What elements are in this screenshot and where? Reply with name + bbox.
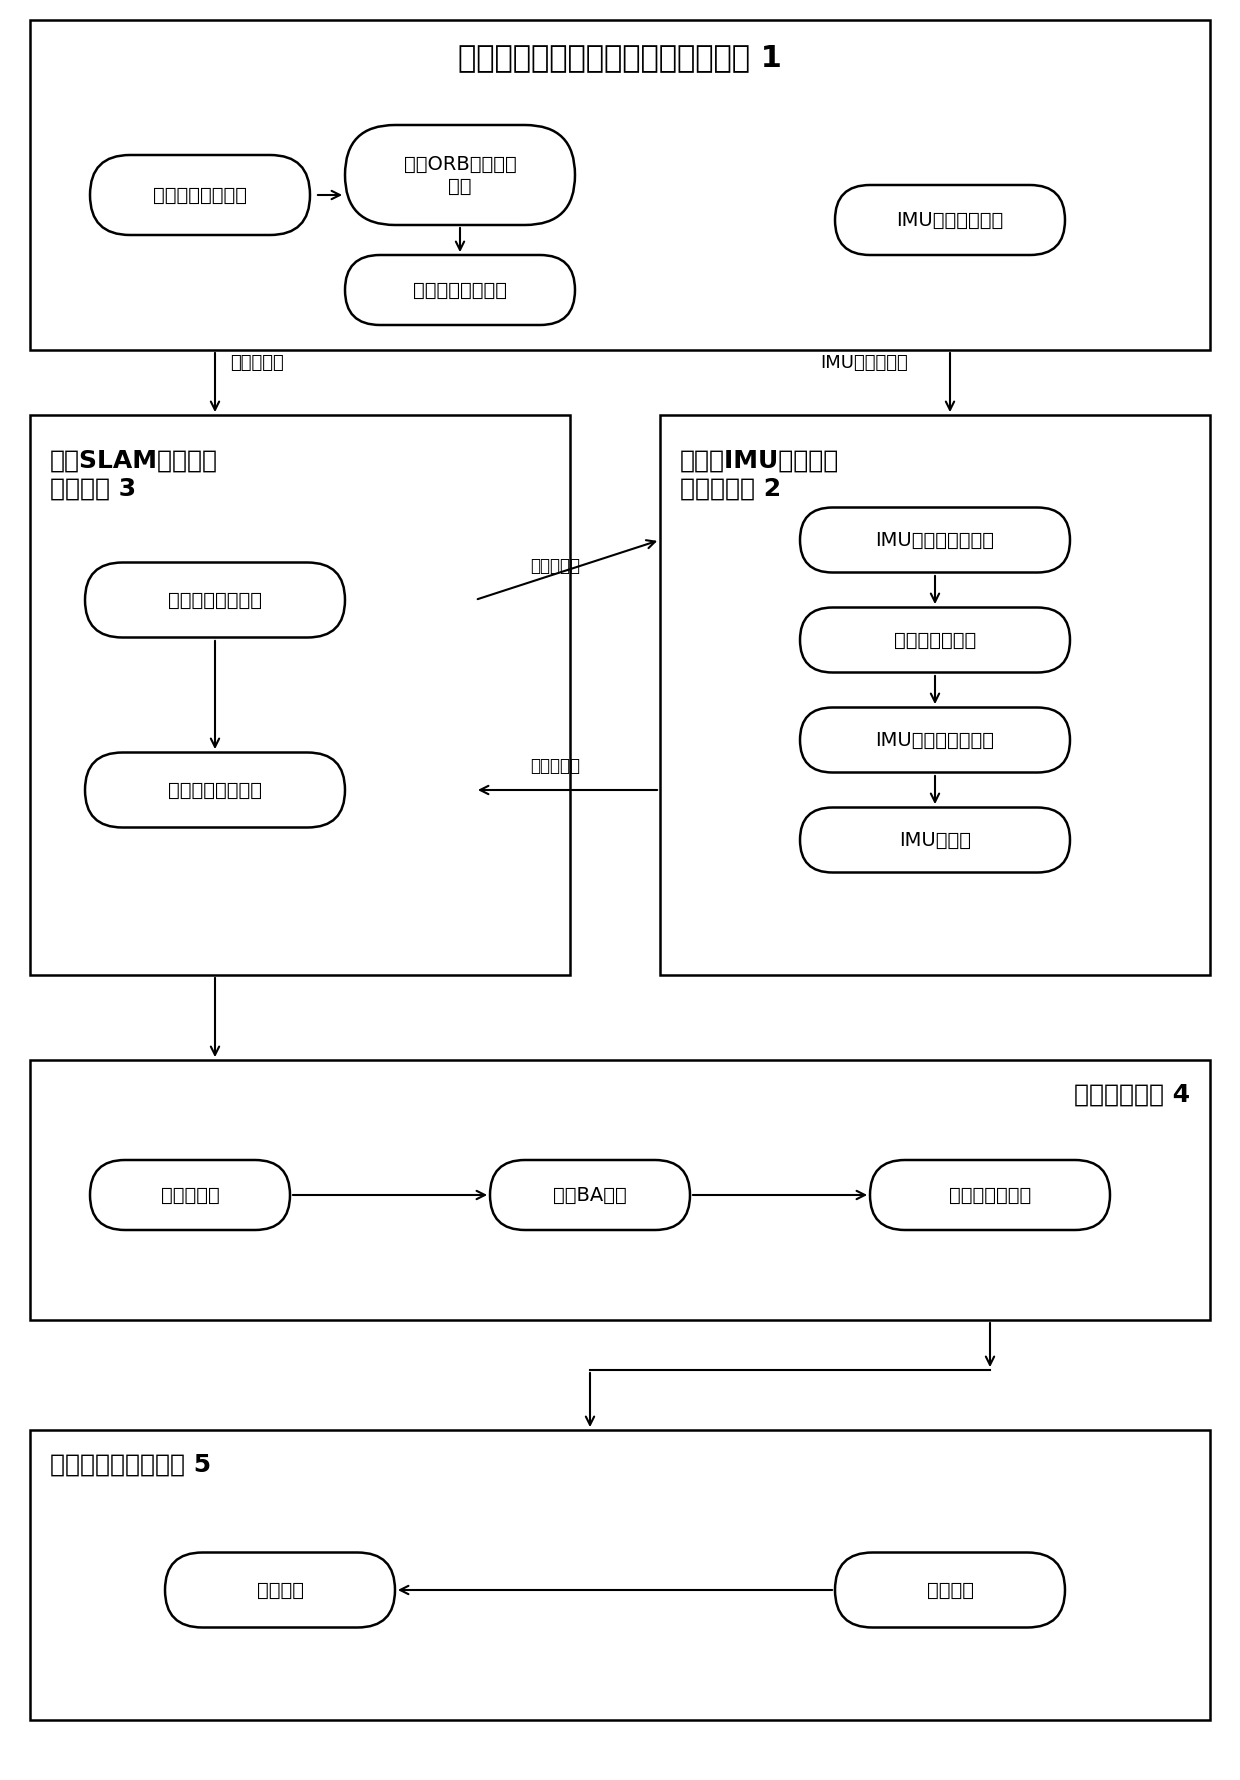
FancyBboxPatch shape xyxy=(165,1552,396,1627)
Text: 特征点信息: 特征点信息 xyxy=(229,354,284,372)
Text: 双目信息获取、特征提取与匹配模块 1: 双目信息获取、特征提取与匹配模块 1 xyxy=(458,43,782,73)
Text: 插入关键帧: 插入关键帧 xyxy=(161,1185,219,1205)
Text: 初始化成功: 初始化成功 xyxy=(529,756,580,774)
Bar xyxy=(30,1061,1210,1321)
FancyBboxPatch shape xyxy=(835,185,1065,255)
Text: 视觉SLAM初始化和
跟踪模块 3: 视觉SLAM初始化和 跟踪模块 3 xyxy=(50,449,218,500)
Text: 跟踪帧间运动模块: 跟踪帧间运动模块 xyxy=(167,591,262,609)
Text: 改进的IMU初始化及
其运动模块 2: 改进的IMU初始化及 其运动模块 2 xyxy=(680,449,839,500)
FancyBboxPatch shape xyxy=(91,155,310,235)
FancyBboxPatch shape xyxy=(490,1161,689,1230)
Text: 双目ORB特征提取
模块: 双目ORB特征提取 模块 xyxy=(404,155,516,196)
Text: 回环检测和优化模块 5: 回环检测和优化模块 5 xyxy=(50,1452,211,1477)
FancyBboxPatch shape xyxy=(345,255,575,326)
Text: IMU角速率偏差估计: IMU角速率偏差估计 xyxy=(875,530,994,550)
Text: IMU传感器信息: IMU传感器信息 xyxy=(820,354,908,372)
Text: 重力加速度预估: 重力加速度预估 xyxy=(894,630,976,650)
FancyBboxPatch shape xyxy=(870,1161,1110,1230)
FancyBboxPatch shape xyxy=(345,125,575,224)
FancyBboxPatch shape xyxy=(800,808,1070,872)
Text: IMU预积分: IMU预积分 xyxy=(899,831,971,849)
FancyBboxPatch shape xyxy=(800,607,1070,673)
Text: IMU信息采集模块: IMU信息采集模块 xyxy=(897,210,1003,230)
Text: 初始化信息: 初始化信息 xyxy=(529,557,580,575)
Bar xyxy=(30,415,570,975)
Text: 局部BA优化: 局部BA优化 xyxy=(553,1185,627,1205)
Text: 全局优化: 全局优化 xyxy=(257,1581,304,1600)
Bar xyxy=(30,1429,1210,1719)
Text: 回环检测: 回环检测 xyxy=(926,1581,973,1600)
FancyBboxPatch shape xyxy=(800,707,1070,773)
Bar xyxy=(30,20,1210,351)
Text: 双目特征匹配模块: 双目特征匹配模块 xyxy=(413,281,507,299)
Text: 剔除冗余关键帧: 剔除冗余关键帧 xyxy=(949,1185,1032,1205)
Bar xyxy=(660,415,1210,975)
Text: 获取双目相机图片: 获取双目相机图片 xyxy=(153,185,247,205)
FancyBboxPatch shape xyxy=(800,507,1070,573)
FancyBboxPatch shape xyxy=(835,1552,1065,1627)
Text: IMU加速度偏差估计: IMU加速度偏差估计 xyxy=(875,730,994,749)
FancyBboxPatch shape xyxy=(86,562,345,637)
FancyBboxPatch shape xyxy=(91,1161,290,1230)
FancyBboxPatch shape xyxy=(86,753,345,828)
Text: 局部建图模块 4: 局部建图模块 4 xyxy=(1074,1082,1190,1107)
Text: 新关键帧生成模块: 新关键帧生成模块 xyxy=(167,780,262,799)
